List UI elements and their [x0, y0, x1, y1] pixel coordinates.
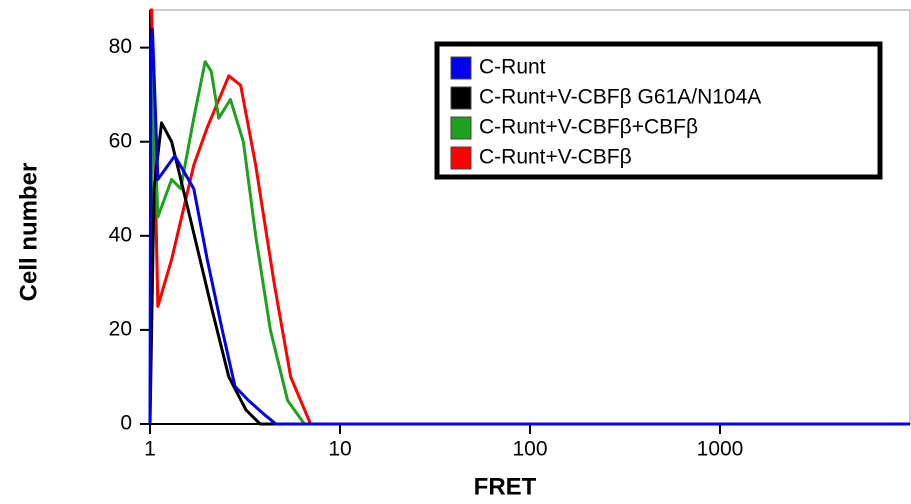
y-axis-label: Cell number: [15, 163, 42, 302]
legend-label: C-Runt+V-CBFβ: [479, 146, 632, 169]
x-tick-label: 1000: [697, 438, 744, 461]
legend-swatch: [450, 146, 472, 170]
x-tick-label: 100: [512, 438, 547, 461]
legend-box: [434, 41, 883, 180]
x-tick-label: 10: [328, 438, 351, 461]
y-tick-label: 20: [109, 317, 132, 340]
x-tick-label: 1: [144, 438, 156, 461]
series-line: [148, 27, 910, 426]
legend-swatch: [450, 116, 472, 140]
series-line: [150, 8, 910, 426]
legend-label: C-Runt: [479, 56, 546, 79]
series-line: [148, 60, 910, 426]
legend-label: C-Runt+V-CBFβ+CBFβ: [479, 116, 698, 139]
legend-swatch: [450, 56, 472, 80]
y-tick-label: 40: [109, 223, 132, 246]
legend-label: C-Runt+V-CBFβ G61A/N104A: [479, 86, 761, 109]
y-tick-label: 0: [120, 412, 132, 435]
y-tick-label: 60: [109, 129, 132, 152]
y-tick-label: 80: [109, 35, 132, 58]
x-axis-label: FRET: [474, 473, 537, 500]
legend-swatch: [450, 86, 472, 110]
